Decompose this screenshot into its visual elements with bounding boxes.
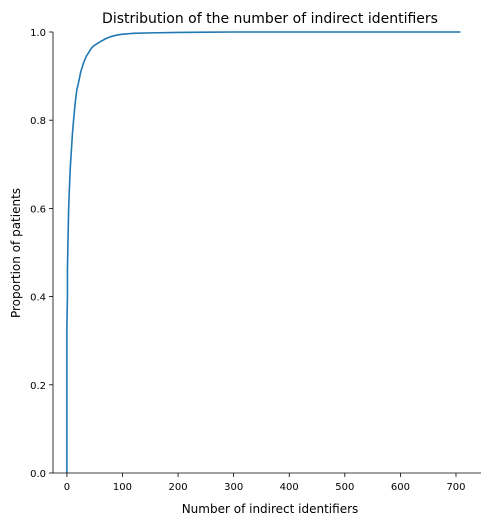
x-tick-label: 600: [391, 482, 410, 493]
x-axis-label: Number of indirect identifiers: [182, 502, 359, 516]
x-tick-label: 100: [113, 482, 132, 493]
y-tick-label: 0.8: [30, 116, 46, 127]
x-tick-label: 700: [446, 482, 465, 493]
x-tick-label: 0: [64, 482, 70, 493]
x-tick-label: 200: [169, 482, 188, 493]
plot-area: [66, 31, 461, 473]
x-tick-label: 500: [335, 482, 354, 493]
chart-title: Distribution of the number of indirect i…: [102, 11, 438, 27]
y-tick-label: 0.0: [30, 469, 46, 480]
y-axis: 0.0 0.2 0.4 0.6 0.8 1.0: [30, 28, 54, 480]
x-axis: 0 100 200 300 400 500 600 700: [53, 472, 481, 493]
y-axis-label: Proportion of patients: [9, 188, 23, 318]
x-tick-label: 400: [280, 482, 299, 493]
y-tick-label: 0.4: [30, 293, 46, 304]
y-tick-label: 1.0: [30, 28, 46, 39]
y-tick-label: 0.2: [30, 381, 46, 392]
x-tick-label: 300: [224, 482, 243, 493]
y-tick-label: 0.6: [30, 204, 46, 215]
ecdf-series-line: [66, 31, 461, 473]
